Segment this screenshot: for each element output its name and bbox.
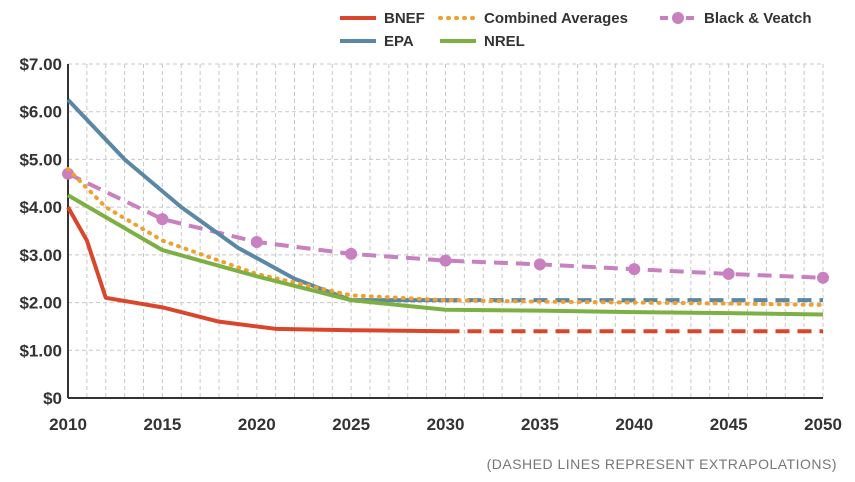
legend: BNEF EPA Combined Averages NREL Black & Veat… bbox=[340, 10, 812, 50]
x-tick-label: 2025 bbox=[332, 415, 370, 434]
y-tick-label: $5.00 bbox=[19, 150, 62, 169]
legend-label-epa: EPA bbox=[384, 33, 414, 50]
grid bbox=[68, 63, 824, 398]
data-point-black-veatch bbox=[817, 271, 829, 284]
series-line-black-veatch bbox=[67, 171, 824, 280]
data-point-black-veatch bbox=[345, 247, 358, 260]
y-tick-label: $7.00 bbox=[19, 55, 62, 74]
data-point-black-veatch bbox=[722, 267, 735, 280]
x-tick-label: 2030 bbox=[427, 415, 465, 434]
y-tick-label: $6.00 bbox=[19, 103, 62, 122]
data-point-black-veatch bbox=[156, 213, 169, 226]
axes: $0 $1.00 $2.00 $3.00 $4.00 $5.00 $6.00 $7.00 201… bbox=[19, 55, 841, 434]
legend-marker-black-veatch bbox=[672, 12, 684, 24]
legend-label-bnef: BNEF bbox=[384, 10, 425, 27]
y-tick-label: $0 bbox=[43, 389, 62, 408]
x-tick-label: 2045 bbox=[710, 415, 748, 434]
data-point-black-veatch bbox=[628, 263, 641, 276]
x-tick-label: 2020 bbox=[238, 415, 276, 434]
legend-label-nrel: NREL bbox=[484, 33, 525, 50]
x-tick-label: 2040 bbox=[615, 415, 653, 434]
y-tick-label: $2.00 bbox=[19, 294, 62, 313]
extrapolation-note: (DASHED LINES REPRESENT EXTRAPOLATIONS) bbox=[486, 456, 837, 472]
data-point-black-veatch bbox=[62, 167, 74, 180]
series-line-combined-averages bbox=[66, 166, 825, 307]
x-tick-label: 2050 bbox=[804, 415, 842, 434]
data-point-black-veatch bbox=[250, 235, 263, 248]
data-point-black-veatch bbox=[533, 258, 546, 271]
y-tick-label: $1.00 bbox=[19, 341, 62, 360]
series-line-bnef bbox=[66, 206, 446, 334]
y-tick-label: $4.00 bbox=[19, 198, 62, 217]
x-tick-label: 2015 bbox=[143, 415, 181, 434]
series-line-nrel bbox=[66, 193, 824, 317]
data-point-black-veatch bbox=[439, 254, 452, 267]
x-tick-label: 2035 bbox=[521, 415, 559, 434]
series-lines bbox=[62, 98, 829, 334]
legend-label-black-veatch: Black & Veatch bbox=[704, 10, 812, 27]
x-tick-label: 2010 bbox=[49, 415, 87, 434]
y-tick-label: $3.00 bbox=[19, 246, 62, 265]
legend-label-combined-averages: Combined Averages bbox=[484, 10, 628, 27]
